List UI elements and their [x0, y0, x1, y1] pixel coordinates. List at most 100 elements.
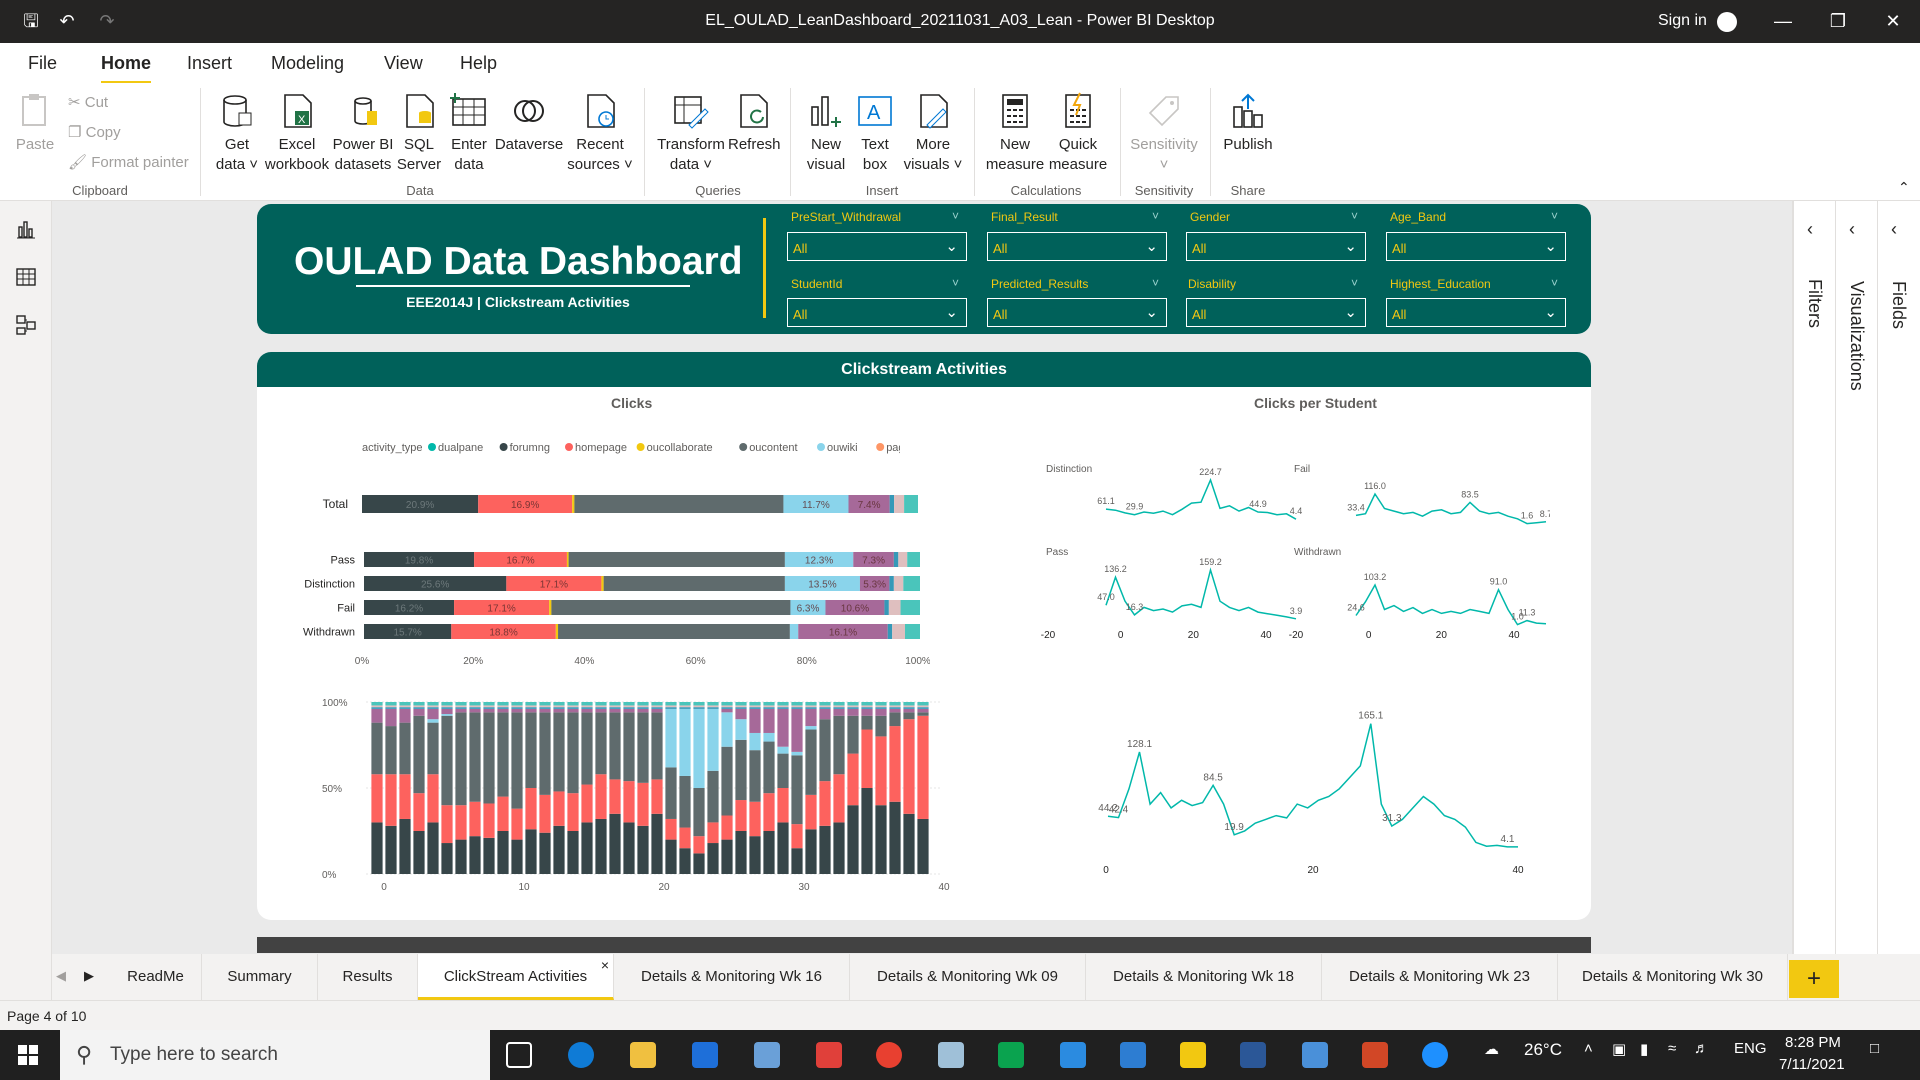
format-painter-button[interactable]: 🖌 Format painter: [68, 153, 189, 171]
recent-sources-button[interactable]: Recent sources ˅: [566, 91, 634, 175]
menu-view[interactable]: View: [384, 53, 423, 73]
new-visual-button[interactable]: New visual: [802, 91, 850, 175]
visualizations-pane[interactable]: ‹ Visualizations: [1835, 201, 1877, 1001]
sign-in-link[interactable]: Sign in: [1658, 12, 1707, 29]
data-label: 16.7%: [506, 556, 534, 567]
tab-details-wk23[interactable]: Details & Monitoring Wk 23: [1322, 954, 1558, 1000]
collapse-ribbon-icon[interactable]: ⌃: [1898, 179, 1910, 195]
help-icon[interactable]: [1422, 1042, 1448, 1068]
slicer-predicted-results[interactable]: All ⌄: [987, 298, 1167, 327]
sheets-icon[interactable]: [998, 1042, 1024, 1068]
excel-workbook-button[interactable]: X Excel workbook: [264, 91, 330, 175]
sql-label-2: Server: [396, 156, 442, 173]
chrome-icon[interactable]: [876, 1042, 902, 1068]
get-data-button[interactable]: Get data ˅: [212, 91, 262, 175]
tab-summary[interactable]: Summary: [202, 954, 318, 1000]
dataverse-button[interactable]: Dataverse: [494, 91, 564, 155]
chevron-left-icon[interactable]: ‹: [1849, 219, 1855, 239]
slicer-age-band[interactable]: All ⌄: [1386, 232, 1566, 261]
avatar[interactable]: [1717, 12, 1737, 32]
azure-icon[interactable]: [692, 1042, 718, 1068]
wifi-icon[interactable]: ≈: [1668, 1040, 1677, 1057]
menu-home[interactable]: Home: [101, 53, 152, 84]
column-segment: [427, 722, 439, 775]
vscode-icon[interactable]: [1120, 1042, 1146, 1068]
slicer-gender[interactable]: All ⌄: [1186, 232, 1366, 261]
weather-icon[interactable]: ☁: [1484, 1041, 1499, 1058]
column-segment: [889, 707, 901, 709]
tab-clickstream-activities[interactable]: ClickStream Activities ×: [418, 954, 614, 1000]
meet-icon[interactable]: ▣: [1612, 1041, 1627, 1058]
volume-icon[interactable]: ♬: [1694, 1040, 1709, 1057]
slicer-highest-education[interactable]: All ⌄: [1386, 298, 1566, 327]
undo-icon[interactable]: ↶: [59, 11, 75, 31]
menu-file[interactable]: File: [28, 53, 58, 73]
app-icon[interactable]: [938, 1042, 964, 1068]
data-view-icon[interactable]: [14, 265, 38, 289]
tab-scroll-right-icon[interactable]: ▶: [84, 968, 94, 983]
tab-details-wk18[interactable]: Details & Monitoring Wk 18: [1086, 954, 1322, 1000]
paint-icon[interactable]: [754, 1042, 780, 1068]
menu-help[interactable]: Help: [460, 53, 498, 73]
tab-details-wk16[interactable]: Details & Monitoring Wk 16: [614, 954, 850, 1000]
add-page-button[interactable]: +: [1789, 960, 1839, 998]
language-indicator[interactable]: ENG: [1734, 1040, 1767, 1057]
tray-chevron-icon[interactable]: ˄: [1584, 1040, 1593, 1057]
restore-icon[interactable]: ❐: [1829, 11, 1847, 31]
menu-insert[interactable]: Insert: [187, 53, 233, 73]
refresh-button[interactable]: Refresh: [728, 91, 781, 155]
publish-button[interactable]: Publish: [1220, 91, 1276, 155]
clock-date[interactable]: 7/11/2021: [1779, 1056, 1845, 1073]
tab-results[interactable]: Results: [318, 954, 418, 1000]
taskbar-search[interactable]: ⚲ Type here to search: [60, 1030, 490, 1080]
save-icon[interactable]: 🖫: [23, 11, 39, 31]
word-icon[interactable]: [1240, 1042, 1266, 1068]
copy-button[interactable]: ❐ Copy: [68, 123, 121, 141]
clock-time[interactable]: 8:28 PM: [1785, 1034, 1841, 1051]
chevron-left-icon[interactable]: ‹: [1891, 219, 1897, 239]
tab-details-wk09[interactable]: Details & Monitoring Wk 09: [850, 954, 1086, 1000]
redo-icon[interactable]: ↷: [99, 11, 115, 31]
chevron-left-icon[interactable]: ‹: [1807, 219, 1813, 239]
slicer-studentid[interactable]: All ⌄: [787, 298, 967, 327]
pbi-datasets-button[interactable]: Power BI datasets: [332, 91, 394, 175]
tab-readme[interactable]: ReadMe: [110, 954, 202, 1000]
enter-data-button[interactable]: Enter data: [446, 91, 492, 175]
powerbi-icon[interactable]: [1180, 1042, 1206, 1068]
text-box-button[interactable]: A Text box: [852, 91, 898, 175]
report-view-icon[interactable]: [14, 217, 38, 241]
tab-scroll-left-icon[interactable]: ◀: [56, 968, 66, 983]
slicer-disability[interactable]: All ⌄: [1186, 298, 1366, 327]
filters-pane[interactable]: ‹ Filters: [1793, 201, 1835, 1001]
new-measure-button[interactable]: New measure: [984, 91, 1046, 175]
snip-icon[interactable]: [816, 1042, 842, 1068]
bar-segment: [555, 624, 559, 639]
sql-server-button[interactable]: SQL Server: [396, 91, 442, 175]
slicer-final-result[interactable]: All ⌄: [987, 232, 1167, 261]
powerpoint-icon[interactable]: [1362, 1042, 1388, 1068]
y-tick-label: 50%: [322, 784, 342, 795]
windows-start-icon[interactable]: [18, 1045, 38, 1065]
menu-modeling[interactable]: Modeling: [271, 53, 345, 73]
task-view-icon[interactable]: [506, 1042, 532, 1068]
close-icon[interactable]: ✕: [1885, 11, 1901, 31]
photos-icon[interactable]: [1302, 1042, 1328, 1068]
battery-icon[interactable]: ▮: [1640, 1041, 1649, 1058]
notification-icon[interactable]: □: [1870, 1040, 1880, 1057]
tab-details-wk30[interactable]: Details & Monitoring Wk 30: [1558, 954, 1788, 1000]
paste-button[interactable]: Paste: [12, 91, 58, 155]
calculator-app-icon[interactable]: [1060, 1042, 1086, 1068]
fields-pane[interactable]: ‹ Fields: [1877, 201, 1919, 1001]
file-explorer-icon[interactable]: [630, 1042, 656, 1068]
weather-temp[interactable]: 26°C: [1524, 1040, 1562, 1059]
quick-measure-button[interactable]: Quick measure: [1048, 91, 1108, 175]
model-view-icon[interactable]: [14, 313, 38, 337]
minimize-icon[interactable]: —: [1774, 11, 1792, 31]
slicer-prestart-withdrawal[interactable]: All ⌄: [787, 232, 967, 261]
sensitivity-button[interactable]: Sensitivity ˅: [1126, 91, 1202, 175]
edge-icon[interactable]: [568, 1042, 594, 1068]
close-icon[interactable]: ×: [600, 957, 609, 973]
transform-data-button[interactable]: Transform data ˅: [654, 91, 728, 175]
more-visuals-button[interactable]: More visuals ˅: [900, 91, 966, 175]
cut-button[interactable]: ✂ Cut: [68, 93, 108, 111]
